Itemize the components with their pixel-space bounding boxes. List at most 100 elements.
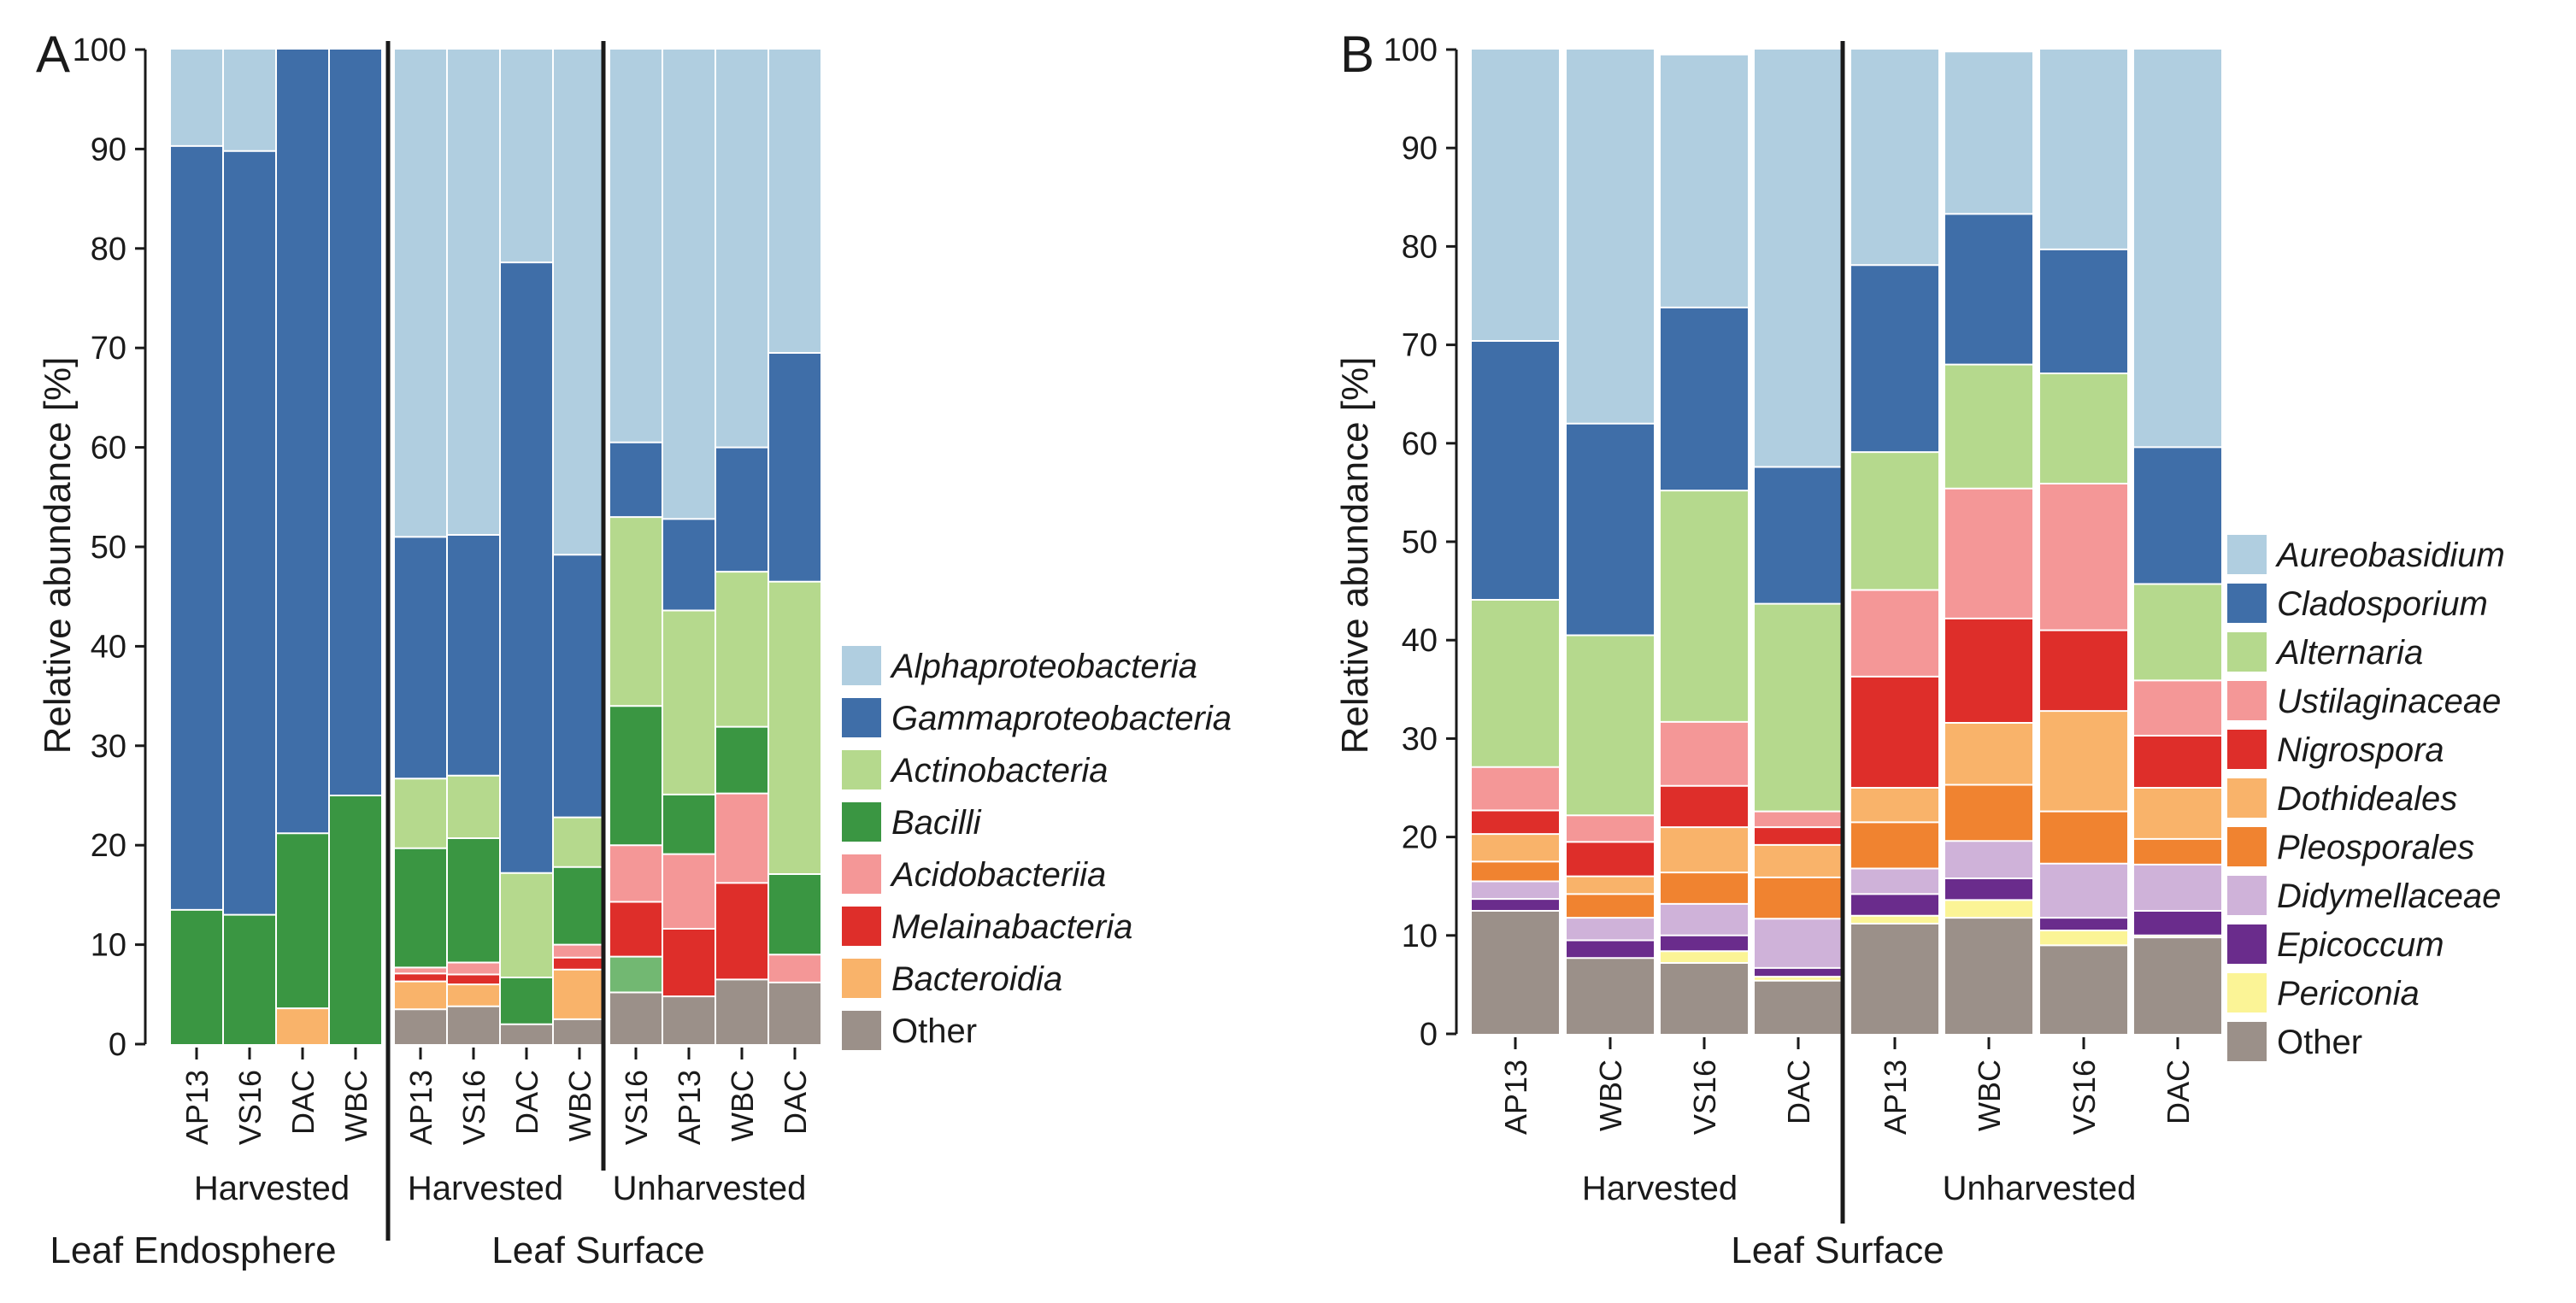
panel-b-bar-segment [2134,935,2221,938]
panel-b-bar-segment [1755,919,1842,968]
panel-b-ytick-label: 40 [1402,623,1438,659]
panel-a-legend-swatch [842,750,881,789]
panel-b-bar-segment [1755,827,1842,845]
panel-b-legend-label: Ustilaginaceae [2277,683,2501,720]
panel-a-category-label: AP13 [672,1070,707,1145]
panel-a-ytick-label: 90 [91,132,126,167]
panel-a-ytick-label: 20 [91,828,126,864]
panel-b-bar-segment [2134,584,2221,681]
panel-b-bar-segment [1567,635,1654,816]
panel-b-category-label: DAC [1781,1059,1816,1124]
panel-b-bar-segment [2134,788,2221,839]
panel-a-bar-segment [501,262,552,873]
panel-a-bar-segment [554,50,605,555]
panel-a-category-label: WBC [562,1070,597,1142]
panel-a-bar-segment [663,996,715,1044]
panel-b-bar-segment [1567,842,1654,877]
panel-b-bar-segment [2040,811,2127,864]
panel-b-plot: 0 10 20 30 40 50 60 70 80 90 100 AP13 WBC VS16 DAC AP13… [1384,32,2505,1224]
panel-b-bar-segment [1661,54,1748,308]
panel-a-bar-segment [769,873,820,955]
panel-b-bar-segment [1472,599,1559,767]
panel-b-ytick-label: 70 [1402,328,1438,364]
panel-a-bar-segment [769,50,820,354]
panel-a-ytick-label: 70 [91,331,126,367]
panel-b-category-label: WBC [1593,1059,1628,1131]
panel-a-bar-segment [610,845,662,902]
panel-b-bar-segment [1851,894,1938,916]
panel-a-bar-segment [663,854,715,929]
panel-a-legend-swatch [842,802,881,842]
panel-a-bar-segment [554,817,605,867]
panel-b-bar-segment [2040,945,2127,1034]
panel-a-legend: Alphaproteobacteria Gammaproteobacteria Ac… [842,646,1232,1050]
panel-a-bar-segment [769,353,820,582]
panel-b-bar-segment [1945,51,2032,214]
panel-b-bar-segment [1567,918,1654,941]
panel-a-legend-label: Bacteroidia [891,960,1062,998]
panel-b-bar-segment [1661,951,1748,964]
panel-b-legend-swatch [2227,924,2267,964]
panel-a-bar-segment [277,833,328,1009]
panel-b-bar-segment [1755,877,1842,919]
panel-a-bar-segment [554,1018,605,1044]
panel-a-plot: 0 10 20 30 40 50 60 70 80 90 100 AP13 VS16 DAC WBC AP13… [73,32,1232,1241]
panel-a-bar-segment [395,967,446,974]
panel-a-ytick-label: 30 [91,729,126,765]
panel-a-bar-segment [448,984,499,1007]
panel-b-category-label: WBC [1972,1059,2007,1131]
panel-b-bar-segment [1661,827,1748,873]
panel-a-bar-segment [395,537,446,779]
panel-a-bar-segment [554,969,605,1019]
panel-b-bar-segment [1945,364,2032,489]
panel-a-bar-segment [395,1009,446,1044]
panel-a-category-label: AP13 [403,1070,438,1145]
panel-b-legend-swatch [2227,876,2267,915]
panel-a-legend-label: Alphaproteobacteria [890,648,1197,685]
panel-a-bar-segment [224,914,275,1044]
panel-a-bar-segment [716,883,768,980]
panel-a-bar-segment [554,866,605,945]
panel-b-bar-segment [2040,863,2127,919]
panel-b-bar-segment [1567,815,1654,842]
panel-b-bar-segment [1661,785,1748,828]
panel-a-bar-segment [610,50,662,443]
panel-a-bar-segment [716,572,768,727]
panel-a-bar-segment [769,954,820,983]
panel-a-bar-segment [663,610,715,795]
panel-a-bar-segment [501,50,552,263]
panel-b-bar-segment [1851,788,1938,823]
panel-a-legend-label: Melainabacteria [891,908,1132,946]
panel-a-bar-segment [448,962,499,975]
panel-b-bar-segment [1472,50,1559,341]
panel-b-ylabel: Relative abundance [%] [1334,357,1376,754]
panel-b-ytick-label: 100 [1384,32,1438,68]
panel-b-bar-segment [1851,915,1938,924]
panel-a-legend-label: Gammaproteobacteria [891,700,1232,737]
panel-b-bar-segment [1945,918,2032,1034]
panel-b-bar-segment [1472,834,1559,862]
panel-b-legend-swatch [2227,632,2267,672]
panel-a-bar-segment [716,447,768,572]
panel-a-bar-segment [395,778,446,848]
panel-b-bar-segment [2040,711,2127,812]
panel-b-legend-label: Alternaria [2275,634,2423,672]
panel-a-bar-segment [769,982,820,1044]
panel-b-bar-segment [1945,877,2032,901]
panel-b-category-label: DAC [2161,1059,2196,1124]
panel-a-bar-segment [610,442,662,518]
panel-a-bar-segment [663,794,715,854]
panel-a-ytick-label: 80 [91,232,126,267]
panel-a-bar-segment [224,50,275,151]
panel-b-bar-segment [1661,903,1748,936]
panel-a-legend-label: Bacilli [891,804,982,842]
panel-a-bar-segment [448,50,499,536]
panel-b-legend-label: Didymellaceae [2277,877,2501,915]
panel-b-bar-segment [1755,603,1842,812]
panel-a-bar-segment [663,928,715,997]
panel-a-bar-segment [448,775,499,839]
panel-b-legend-swatch [2227,778,2267,818]
panel-b-bar-segment [1851,822,1938,869]
panel-a-group-harvested-endo: Harvested [194,1170,350,1207]
panel-b-legend-swatch [2227,535,2267,574]
